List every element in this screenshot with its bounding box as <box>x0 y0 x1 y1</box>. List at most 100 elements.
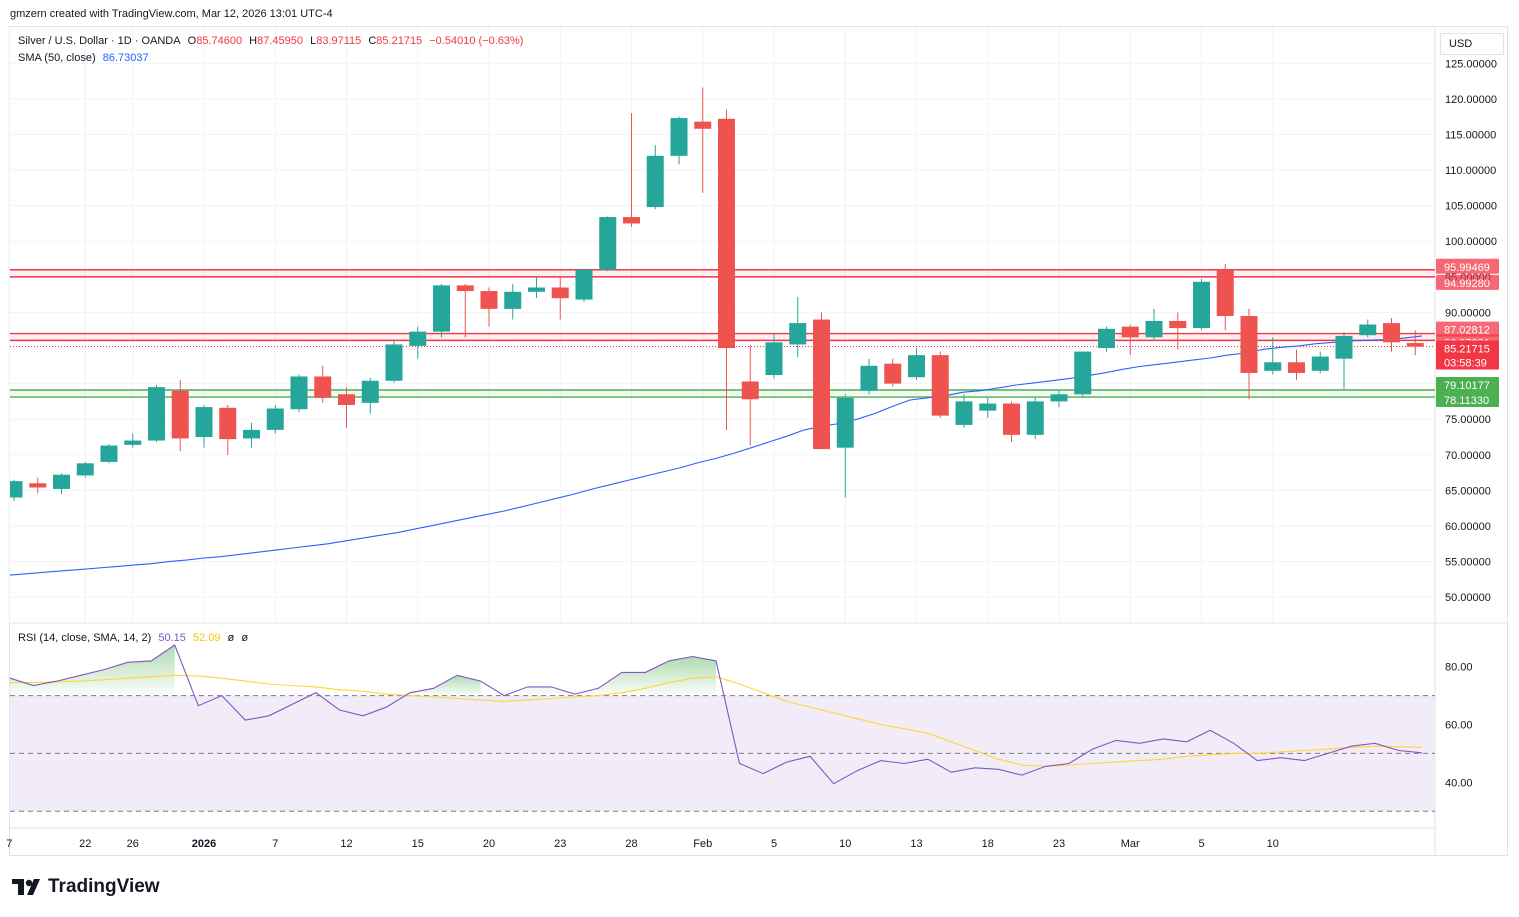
price-level-tag-text: 87.02812 <box>1444 325 1490 337</box>
bullish-candle <box>528 276 545 299</box>
sma-value: 86.73037 <box>102 52 149 64</box>
candle-body <box>266 408 284 430</box>
bullish-candle <box>765 333 783 379</box>
rsi-tick-label: 60.00 <box>1445 719 1473 731</box>
bullish-candle <box>575 269 593 302</box>
bearish-candle <box>1383 318 1400 352</box>
candle-body <box>765 342 783 376</box>
bullish-candle <box>1335 332 1353 389</box>
price-level-tag-text: 78.11330 <box>1444 395 1489 407</box>
brand-logo[interactable]: TradingView <box>12 876 160 898</box>
candle-body <box>1216 269 1234 316</box>
price-level-tag-text: 85.21715 <box>1444 343 1490 355</box>
bearish-candle <box>1003 401 1020 442</box>
bullish-candle <box>195 404 213 448</box>
candle-body <box>836 397 854 448</box>
bullish-candle <box>836 394 854 498</box>
bullish-candle <box>670 116 688 165</box>
created-with-note: gmzern created with TradingView.com, Mar… <box>10 8 333 20</box>
candle-body <box>575 269 593 300</box>
candle-body <box>409 331 427 346</box>
price-level-tag-text: 94.99280 <box>1444 278 1490 290</box>
bullish-candle <box>1050 390 1068 408</box>
candle-body <box>599 217 617 270</box>
bullish-candle <box>504 283 522 320</box>
candle-body <box>1003 403 1020 435</box>
bullish-candle <box>148 385 165 442</box>
candle-body <box>623 217 640 224</box>
legend-change: −0.54010 (−0.63%) <box>429 35 524 47</box>
bearish-candle <box>1406 330 1424 356</box>
rsi-line <box>9 644 1423 785</box>
candle-body <box>694 121 712 129</box>
candle-body <box>29 483 47 488</box>
price-level-tag: 85.21715 <box>1436 340 1499 356</box>
rsi-label: RSI (14, close, SMA, 14, 2) <box>18 632 152 644</box>
time-tick-label: 15 <box>412 838 424 850</box>
bearish-candle <box>1288 349 1305 381</box>
price-tick-label: 70.00000 <box>1445 450 1491 462</box>
bullish-candle <box>1193 278 1210 331</box>
bullish-candle <box>1264 337 1282 375</box>
rsi-tick-label: 80.00 <box>1445 662 1473 674</box>
rsi-legend: RSI (14, close, SMA, 14, 2) 50.15 52.09 … <box>18 632 252 644</box>
candle-body <box>931 355 949 416</box>
candle-body <box>10 481 23 498</box>
price-tick-label: 60.00000 <box>1445 521 1491 533</box>
candle-body <box>1026 401 1044 435</box>
symbol-legend: Silver / U.S. Dollar · 1D · OANDA O85.74… <box>18 35 531 47</box>
time-tick-label: 10 <box>839 838 851 850</box>
bullish-candle <box>124 433 142 448</box>
price-level-tag-text: 79.10177 <box>1444 380 1490 392</box>
price-tick-label: 115.00000 <box>1445 129 1496 141</box>
candle-body <box>813 319 830 450</box>
bearish-candle <box>1169 312 1187 350</box>
price-tick-label: 75.00000 <box>1445 414 1491 426</box>
candle-body <box>1335 335 1353 359</box>
bullish-candle <box>1359 319 1377 338</box>
bullish-candle <box>860 358 878 395</box>
candle-body <box>1050 394 1068 402</box>
rsi-sma-value: 52.09 <box>192 632 221 644</box>
legend-symbol: Silver / U.S. Dollar · 1D · OANDA <box>18 35 181 47</box>
price-level-tag-bg <box>1436 354 1499 370</box>
bearish-candle <box>456 283 474 338</box>
bearish-candle <box>219 404 237 455</box>
price-level-tag: 87.02812 <box>1436 321 1499 337</box>
bullish-candle <box>1074 351 1092 398</box>
rsi-extra-1: ø <box>227 632 235 644</box>
currency-selector[interactable]: USD <box>1440 33 1504 55</box>
candle-body <box>1311 356 1329 371</box>
price-level-tag-bg <box>1436 392 1499 408</box>
rsi-value: 50.15 <box>158 632 186 644</box>
bullish-candle <box>10 479 23 502</box>
bearish-candle <box>551 276 569 320</box>
time-tick-label: 18 <box>982 838 994 850</box>
rsi-sma-line <box>10 674 1423 767</box>
candle-body <box>718 118 735 349</box>
sma-50-line <box>9 335 1423 576</box>
price-level-tag-bg <box>1436 258 1499 274</box>
price-level-tag-bg <box>1436 321 1499 337</box>
bullish-candle <box>409 326 427 359</box>
bullish-candle <box>646 145 664 210</box>
legend-l-label: L <box>310 35 317 47</box>
candle-body <box>979 403 997 411</box>
candle-body <box>551 287 569 299</box>
time-tick-label: 10 <box>1267 838 1279 850</box>
candle-body <box>290 376 308 410</box>
candle-body <box>124 440 142 445</box>
candle-body <box>646 155 664 208</box>
price-tick-label: 90.00000 <box>1445 307 1491 319</box>
brand-name: TradingView <box>48 876 160 897</box>
bearish-candle <box>480 287 498 327</box>
bearish-candle <box>314 365 332 403</box>
legend-l-value: 83.97115 <box>316 35 362 47</box>
rsi-tick-label: 40.00 <box>1445 777 1473 789</box>
time-tick-label: 23 <box>554 838 566 850</box>
price-level-tag-text: 95.99469 <box>1444 262 1490 274</box>
candle-body <box>53 474 70 489</box>
candle-body <box>480 291 498 309</box>
bearish-candle <box>718 109 735 430</box>
